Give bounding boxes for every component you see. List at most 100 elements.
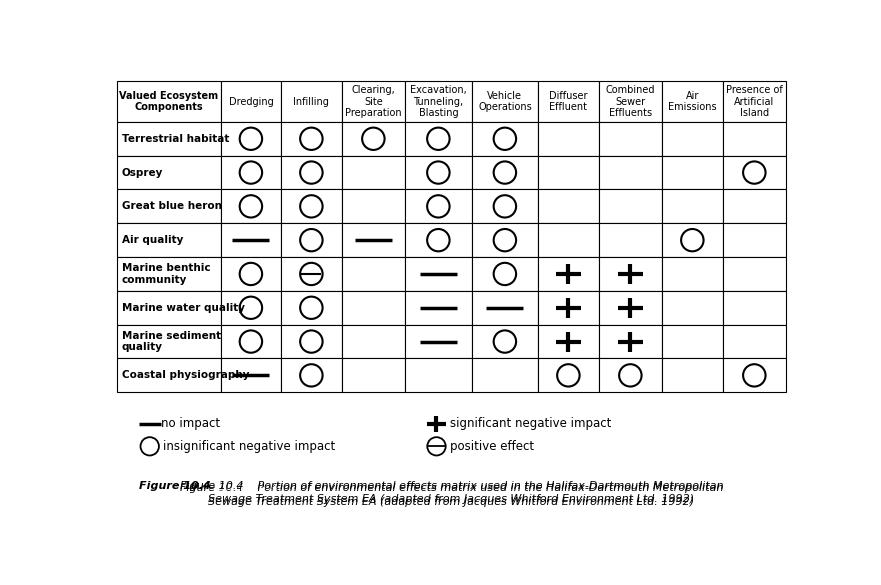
Bar (663, 359, 722, 393)
Bar (117, 122, 220, 156)
Bar (471, 359, 538, 393)
Text: significant negative impact: significant negative impact (450, 417, 611, 431)
Bar (342, 257, 405, 291)
Bar (342, 359, 405, 393)
Bar (281, 223, 342, 257)
Bar (471, 325, 538, 359)
Bar (722, 291, 786, 325)
Bar (342, 190, 405, 223)
Bar (220, 156, 281, 190)
Text: Valued Ecosystem
Components: Valued Ecosystem Components (119, 91, 218, 112)
Bar (281, 156, 342, 190)
Bar (471, 223, 538, 257)
Bar (538, 81, 598, 122)
Bar (663, 325, 722, 359)
Bar (220, 81, 281, 122)
Bar (598, 81, 663, 122)
Bar (663, 122, 722, 156)
Bar (663, 156, 722, 190)
Bar (663, 291, 722, 325)
Bar (281, 122, 342, 156)
Bar (342, 291, 405, 325)
Bar (220, 122, 281, 156)
Bar (598, 190, 663, 223)
Bar (405, 325, 471, 359)
Text: Figure 10.4    Portion of environmental effects matrix used in the Halifax-Dartm: Figure 10.4 Portion of environmental eff… (180, 483, 723, 504)
Bar (342, 223, 405, 257)
Bar (405, 156, 471, 190)
Bar (117, 156, 220, 190)
Text: Marine benthic
community: Marine benthic community (122, 263, 211, 285)
Bar (405, 122, 471, 156)
Bar (598, 291, 663, 325)
Text: Sewage Treatment System EA (adapted from Jacques Whitford Environment Ltd. 1992): Sewage Treatment System EA (adapted from… (209, 497, 694, 507)
Bar (663, 257, 722, 291)
Text: Figure 10.4    Portion of environmental effects matrix used in the Halifax-Dartm: Figure 10.4 Portion of environmental eff… (180, 480, 723, 490)
Text: Clearing,
Site
Preparation: Clearing, Site Preparation (345, 85, 402, 118)
Bar (117, 223, 220, 257)
Bar (405, 223, 471, 257)
Bar (598, 122, 663, 156)
Bar (220, 190, 281, 223)
Bar (722, 81, 786, 122)
Bar (405, 190, 471, 223)
Bar (117, 190, 220, 223)
Bar (722, 190, 786, 223)
Bar (342, 325, 405, 359)
Bar (663, 190, 722, 223)
Bar (663, 223, 722, 257)
Bar (471, 156, 538, 190)
Bar (538, 325, 598, 359)
Text: Marine water quality: Marine water quality (122, 303, 245, 313)
Bar (722, 325, 786, 359)
Text: Figure 10.4: Figure 10.4 (207, 482, 279, 492)
Bar (117, 291, 220, 325)
Bar (471, 190, 538, 223)
Bar (342, 81, 405, 122)
Text: Great blue heron: Great blue heron (122, 201, 222, 211)
Bar (598, 156, 663, 190)
Text: Air
Emissions: Air Emissions (668, 91, 716, 112)
Text: Diffuser
Effluent: Diffuser Effluent (549, 91, 588, 112)
Bar (405, 291, 471, 325)
Text: Marine sediment
quality: Marine sediment quality (122, 331, 221, 352)
Bar (117, 325, 220, 359)
Bar (722, 257, 786, 291)
Bar (722, 223, 786, 257)
Text: Osprey: Osprey (122, 167, 163, 178)
Bar (598, 359, 663, 393)
Bar (281, 257, 342, 291)
Bar (471, 257, 538, 291)
Text: Figure 10.4: Figure 10.4 (139, 480, 211, 490)
Bar (117, 257, 220, 291)
Text: insignificant negative impact: insignificant negative impact (163, 440, 336, 453)
Text: Dredging: Dredging (228, 97, 273, 106)
Bar (663, 81, 722, 122)
Bar (471, 122, 538, 156)
Text: Combined
Sewer
Effluents: Combined Sewer Effluents (605, 85, 655, 118)
Text: Coastal physiography: Coastal physiography (122, 370, 249, 380)
Bar (405, 257, 471, 291)
Bar (220, 223, 281, 257)
Text: Infilling: Infilling (293, 97, 329, 106)
Bar (220, 359, 281, 393)
Bar (220, 325, 281, 359)
Bar (281, 190, 342, 223)
Text: Terrestrial habitat: Terrestrial habitat (122, 134, 229, 144)
Text: Excavation,
Tunneling,
Blasting: Excavation, Tunneling, Blasting (410, 85, 467, 118)
Bar (405, 81, 471, 122)
Bar (405, 359, 471, 393)
Bar (281, 291, 342, 325)
Bar (538, 122, 598, 156)
Bar (722, 359, 786, 393)
Bar (598, 325, 663, 359)
Bar (538, 223, 598, 257)
Bar (281, 359, 342, 393)
Bar (538, 257, 598, 291)
Text: no impact: no impact (161, 417, 220, 431)
Bar (598, 257, 663, 291)
Bar (471, 291, 538, 325)
Bar (722, 156, 786, 190)
Bar (117, 81, 220, 122)
Text: Air quality: Air quality (122, 235, 183, 245)
